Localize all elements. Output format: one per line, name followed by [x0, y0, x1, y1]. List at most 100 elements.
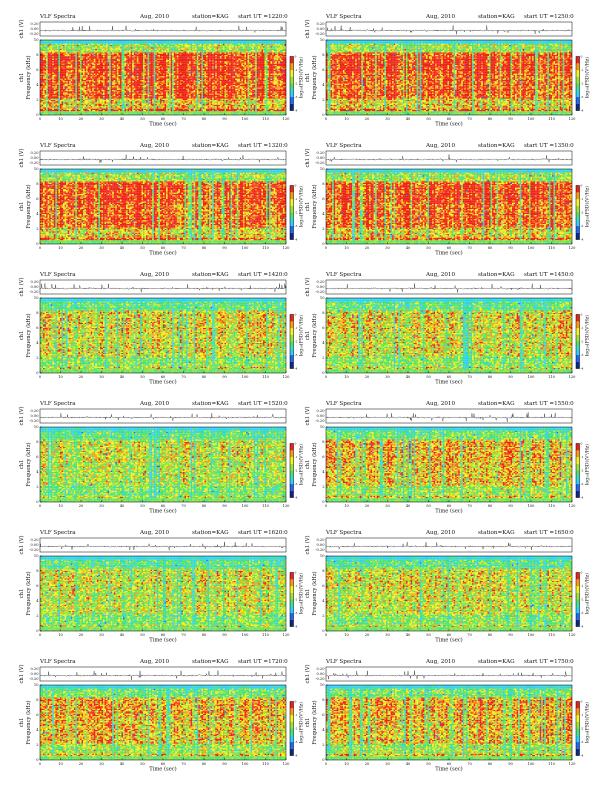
colorbar-tick-label: -1: [295, 326, 298, 330]
freq-tick-label: 8: [322, 311, 325, 315]
time-tick-label: 40: [406, 504, 411, 508]
freq-tick-label: 6: [36, 713, 39, 717]
colorbar-tick-label: -3: [581, 224, 584, 228]
freq-tick-label: 6: [36, 455, 39, 459]
waveform-trace: [40, 283, 286, 292]
wave-tick-label: -0.20: [315, 548, 325, 552]
channel-axis-label: ch1: [19, 331, 25, 341]
wave-tick-label: -0.20: [29, 290, 39, 294]
colorbar-tick-label: -3: [295, 353, 298, 357]
colorbar-label: log₁₀(PSD)(V²/Hz): [298, 315, 305, 356]
colorbar-tick-label: -3: [295, 740, 298, 744]
time-tick-label: 60: [447, 117, 452, 121]
time-tick-label: 30: [385, 117, 390, 121]
freq-axis-label: Frequency (kHz): [25, 184, 32, 228]
time-axis-label: Time (sec): [435, 637, 462, 644]
wave-tick-label: 0.20: [316, 22, 325, 26]
time-tick-label: 0: [39, 633, 42, 637]
spectrogram-cells: [40, 556, 286, 631]
time-tick-label: 60: [161, 504, 166, 508]
time-tick-label: 50: [140, 375, 145, 379]
freq-tick-label: 8: [36, 569, 39, 573]
freq-tick-label: 2: [322, 98, 324, 102]
colorbar-tick-label: -4: [295, 109, 298, 113]
time-tick-label: 40: [120, 117, 125, 121]
time-tick-label: 40: [120, 504, 125, 508]
time-tick-label: 70: [467, 246, 472, 250]
time-tick-label: 20: [365, 375, 370, 379]
panel-start-time: start UT =1450:0: [524, 272, 574, 278]
time-tick-label: 0: [325, 762, 328, 766]
waveform-trace: [326, 154, 572, 162]
colorbar-tick-label: -2: [581, 727, 584, 731]
colorbar-tick-label: -4: [295, 754, 298, 758]
freq-tick-label: 6: [322, 455, 325, 459]
time-tick-label: 90: [222, 504, 227, 508]
time-tick-label: 110: [548, 762, 556, 766]
time-tick-label: 60: [447, 633, 452, 637]
time-tick-label: 90: [222, 375, 227, 379]
panel-title: VLF Spectra: [39, 272, 76, 278]
time-tick-label: 0: [39, 117, 42, 121]
freq-tick-label: 4: [36, 599, 39, 603]
panel-station: station=KAG: [192, 401, 229, 407]
channel-axis-label: ch1: [305, 202, 311, 212]
time-tick-label: 90: [508, 375, 513, 379]
spectrogram-cells: [326, 169, 572, 244]
time-tick-label: 20: [365, 117, 370, 121]
time-tick-label: 40: [406, 246, 411, 250]
panel-start-time: start UT =1620:0: [238, 530, 288, 536]
panel-title: VLF Spectra: [39, 530, 76, 536]
freq-tick-label: 6: [36, 197, 39, 201]
time-tick-label: 20: [365, 633, 370, 637]
freq-axis-label: Frequency (kHz): [311, 184, 318, 228]
wave-tick-label: 0.20: [316, 538, 325, 542]
wave-axis-label: ch1 (V): [18, 665, 25, 684]
freq-tick-label: 6: [36, 68, 39, 72]
colorbar-tick-label: -2: [295, 727, 298, 731]
freq-tick-label: 8: [36, 182, 39, 186]
freq-axis-label: Frequency (kHz): [25, 55, 32, 99]
time-tick-label: 70: [181, 117, 186, 121]
panel-start-time: start UT =1550:0: [524, 401, 574, 407]
spectra-panel-1350-0: VLF Spectra Aug, 2010 station=KAG start UT …: [304, 143, 591, 257]
wave-tick-label: 0.00: [316, 27, 325, 31]
colorbar-tick-label: -1: [581, 584, 584, 588]
time-tick-label: 110: [262, 117, 270, 121]
time-tick-label: 0: [325, 504, 328, 508]
wave-tick-label: -0.20: [315, 161, 325, 165]
wave-tick-label: 0.00: [316, 156, 325, 160]
time-tick-label: 110: [548, 117, 556, 121]
time-tick-label: 40: [120, 762, 125, 766]
colorbar-tick-label: -3: [295, 224, 298, 228]
wave-tick-label: -0.20: [29, 32, 39, 36]
colorbar-tick-label: -1: [295, 68, 298, 72]
freq-axis-label: Frequency (kHz): [25, 571, 32, 615]
freq-tick-label: 10: [34, 38, 39, 42]
time-tick-label: 100: [528, 504, 536, 508]
time-tick-label: 60: [447, 762, 452, 766]
time-tick-label: 100: [242, 504, 250, 508]
time-tick-label: 50: [426, 633, 431, 637]
time-tick-label: 0: [39, 375, 42, 379]
freq-tick-label: 10: [34, 554, 39, 558]
time-tick-label: 100: [528, 633, 536, 637]
time-tick-label: 40: [406, 633, 411, 637]
time-tick-label: 80: [488, 633, 493, 637]
channel-axis-label: ch1: [305, 718, 311, 728]
time-tick-label: 120: [569, 504, 577, 508]
colorbar-tick-label: -2: [581, 340, 584, 344]
time-tick-label: 120: [569, 117, 577, 121]
wave-axis-label: ch1 (V): [304, 149, 311, 168]
colorbar-label: log₁₀(PSD)(V²/Hz): [584, 573, 591, 614]
panel-title: VLF Spectra: [39, 143, 76, 149]
panel-station: station=KAG: [478, 530, 515, 536]
wave-tick-label: -0.20: [315, 290, 325, 294]
colorbar-tick-label: 0: [295, 313, 297, 317]
time-tick-label: 70: [467, 504, 472, 508]
time-axis-label: Time (sec): [149, 637, 176, 644]
time-tick-label: 30: [385, 633, 390, 637]
